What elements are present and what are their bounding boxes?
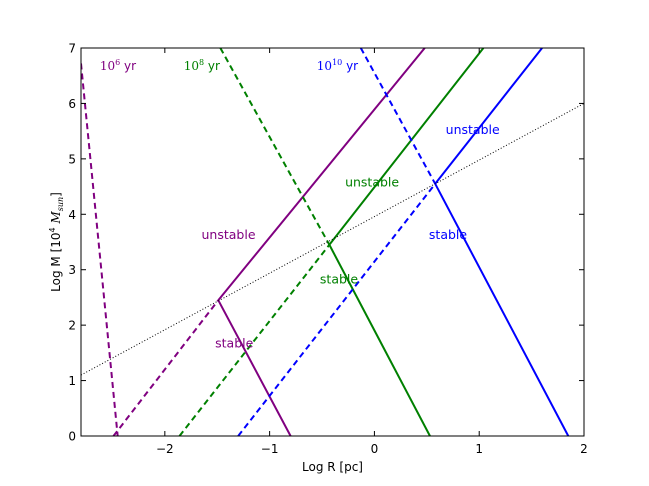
region-label-unstable-1e8: unstable xyxy=(345,175,399,190)
y-tick-label: 0 xyxy=(68,430,76,444)
region-label-stable-1e8: stable xyxy=(320,272,358,287)
y-tick-label: 2 xyxy=(68,319,76,333)
series-line-1e6-dashed-0 xyxy=(81,63,119,436)
y-tick-label: 7 xyxy=(68,42,76,56)
y-axis-title-suffix: ] xyxy=(49,192,63,197)
region-label-unstable-1e6: unstable xyxy=(202,227,256,242)
series-line-1e8-dashed-4 xyxy=(219,48,331,246)
series-line-1e8-solid-5 xyxy=(328,48,485,246)
y-tick-label: 1 xyxy=(68,374,76,388)
series-line-1e6-solid-1 xyxy=(217,48,426,301)
region-label-stable-1e6: stable xyxy=(215,335,253,350)
y-axis-title-variable: M xyxy=(49,211,63,228)
time-label-unit: yr xyxy=(204,59,220,73)
series-line-1e10-dashed-8 xyxy=(359,48,437,185)
series-line-1e8-dashed-6 xyxy=(178,244,331,436)
y-axis-title: Log M [104 Msun] xyxy=(48,192,65,292)
time-label-10-8: 108 yr xyxy=(184,58,220,73)
x-tick-label: 0 xyxy=(371,442,379,456)
series-line-reference-dotted-12 xyxy=(81,102,584,376)
series-line-1e10-dashed-10 xyxy=(237,183,436,436)
y-tick-label: 5 xyxy=(68,152,76,166)
time-label-10-6: 106 yr xyxy=(100,58,136,73)
time-label-exponent: 10 xyxy=(332,58,342,67)
time-label-exponent: 6 xyxy=(115,58,120,67)
series-line-1e8-solid-7 xyxy=(328,244,431,436)
x-tick-label: 1 xyxy=(475,442,483,456)
y-axis-title-exponent: 4 xyxy=(48,227,57,232)
time-label-10-10: 1010 yr xyxy=(317,58,358,73)
region-label-stable-1e10: stable xyxy=(429,227,467,242)
series-line-1e6-dashed-2 xyxy=(112,299,220,436)
y-tick-label: 6 xyxy=(68,97,76,111)
time-label-unit: yr xyxy=(120,59,136,73)
series-line-1e10-solid-11 xyxy=(434,183,570,436)
x-tick-label: −2 xyxy=(156,442,174,456)
plot-frame xyxy=(80,47,585,437)
region-label-unstable-1e10: unstable xyxy=(446,122,500,137)
time-label-unit: yr xyxy=(342,59,358,73)
ticks-layer: −2 −1 0 1 2 0 1 2 3 4 5 6 7 xyxy=(68,42,587,457)
time-label-exponent: 8 xyxy=(199,58,204,67)
y-tick-label: 4 xyxy=(68,208,76,222)
time-label-base: 10 xyxy=(184,59,199,73)
x-axis-title: Log R [pc] xyxy=(302,460,363,474)
y-axis-title-subscript: sun xyxy=(56,197,65,211)
x-tick-label: −1 xyxy=(261,442,279,456)
y-axis-title-prefix: Log M [10 xyxy=(49,232,63,291)
time-label-base: 10 xyxy=(317,59,332,73)
annotation-layer: unstable stable unstable stable unstable stab… xyxy=(100,58,500,350)
time-label-base: 10 xyxy=(100,59,115,73)
series-line-1e10-solid-9 xyxy=(434,48,543,185)
y-tick-label: 3 xyxy=(68,263,76,277)
x-tick-label: 2 xyxy=(580,442,588,456)
series-layer xyxy=(81,48,584,436)
series-line-1e6-solid-3 xyxy=(217,299,292,436)
